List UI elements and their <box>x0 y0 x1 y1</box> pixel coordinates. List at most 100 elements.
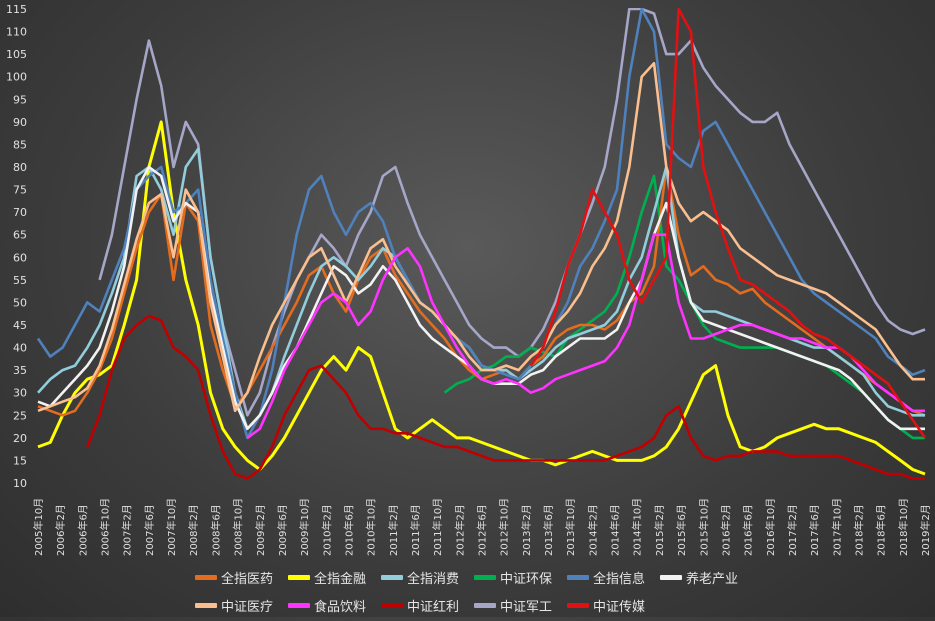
y-tick-label: 110 <box>6 26 27 39</box>
legend-label: 中证医疗 <box>221 599 274 615</box>
x-tick-label: 2018年2月 <box>852 504 865 556</box>
x-tick-label: 2013年6月 <box>542 504 555 556</box>
legend-item: 养老产业 <box>660 568 753 587</box>
x-tick-label: 2017年6月 <box>808 504 821 556</box>
y-tick-label: 90 <box>13 116 27 129</box>
y-tick-label: 20 <box>13 432 27 445</box>
legend-label: 全指信息 <box>593 571 646 587</box>
legend-label: 中证环保 <box>500 571 553 587</box>
x-tick-label: 2011年10月 <box>431 498 444 556</box>
legend-item: 中证环保 <box>474 568 567 587</box>
y-tick-label: 100 <box>6 71 27 84</box>
y-tick-label: 50 <box>13 296 27 309</box>
legend-item: 全指信息 <box>567 568 660 587</box>
x-tick-label: 2007年10月 <box>165 498 178 556</box>
legend-item: 中证传媒 <box>567 596 660 615</box>
x-tick-label: 2014年10月 <box>631 498 644 556</box>
x-tick-label: 2009年10月 <box>298 498 311 556</box>
x-tick-label: 2016年6月 <box>742 504 755 556</box>
legend-item: 全指金融 <box>288 568 381 587</box>
x-tick-label: 2012年10月 <box>498 498 511 556</box>
legend-swatch <box>288 574 310 580</box>
series-line-7 <box>246 233 925 439</box>
series-line-1 <box>37 120 926 476</box>
y-tick-label: 60 <box>13 251 27 264</box>
x-tick-label: 2019年2月 <box>919 504 932 556</box>
x-tick-label: 2018年6月 <box>875 504 888 556</box>
y-axis: 10 15 20 25 30 35 40 45 50 55 60 65 70 75 80 85 90 95 100 1… <box>6 3 27 490</box>
x-tick-label: 2006年10月 <box>99 498 112 556</box>
series-line-3 <box>443 174 925 440</box>
x-tick-label: 2015年10月 <box>697 498 710 556</box>
x-tick-label: 2018年10月 <box>897 498 910 556</box>
legend-swatch <box>474 602 496 608</box>
x-tick-label: 2014年2月 <box>586 504 599 556</box>
x-tick-label: 2016年10月 <box>764 498 777 556</box>
legend-item: 中证红利 <box>381 596 474 615</box>
legend-swatch <box>381 602 403 608</box>
legend-item: 食品饮料 <box>288 596 381 615</box>
x-tick-label: 2009年2月 <box>254 504 267 556</box>
legend-label: 中证军工 <box>500 599 553 615</box>
y-tick-label: 65 <box>13 229 27 242</box>
x-tick-label: 2011年6月 <box>409 504 422 556</box>
y-tick-label: 105 <box>6 48 27 61</box>
legend-label: 中证传媒 <box>593 599 646 615</box>
legend-swatch <box>195 574 217 580</box>
x-tick-label: 2005年10月 <box>32 498 45 556</box>
legend-swatch <box>567 602 589 608</box>
legend-label: 全指消费 <box>407 571 460 587</box>
y-tick-label: 80 <box>13 161 27 174</box>
legend-item: 中证军工 <box>474 596 567 615</box>
legend-label: 全指金融 <box>314 571 367 587</box>
legend-item: 全指消费 <box>381 568 474 587</box>
y-tick-label: 75 <box>13 184 27 197</box>
legend-row-1: 全指医药 全指金融 全指消费 中证环保 全指信息 养老产业 <box>195 563 755 591</box>
x-tick-label: 2015年6月 <box>675 504 688 556</box>
legend-swatch <box>381 574 403 580</box>
y-tick-label: 10 <box>13 477 27 490</box>
legend-label: 中证红利 <box>407 599 460 615</box>
y-tick-label: 35 <box>13 364 27 377</box>
legend-label: 食品饮料 <box>314 599 367 615</box>
series-line-8 <box>86 314 925 480</box>
legend: 全指医药 全指金融 全指消费 中证环保 全指信息 养老产业 中证医疗 食品饮料 中证红利 中证军… <box>195 563 755 619</box>
series-line-6 <box>37 61 925 413</box>
y-tick-label: 25 <box>13 409 27 422</box>
x-tick-label: 2012年6月 <box>476 504 489 556</box>
x-tick-label: 2015年2月 <box>653 504 666 556</box>
y-tick-label: 85 <box>13 138 27 151</box>
legend-label: 全指医药 <box>221 571 274 587</box>
x-tick-label: 2009年6月 <box>276 504 289 556</box>
series-line-10 <box>529 8 927 439</box>
y-tick-label: 70 <box>13 206 27 219</box>
y-tick-label: 40 <box>13 342 27 355</box>
x-tick-label: 2017年2月 <box>786 504 799 556</box>
y-tick-label: 115 <box>6 3 27 16</box>
series-layer <box>36 8 927 480</box>
legend-swatch <box>567 574 589 580</box>
y-tick-label: 55 <box>13 274 27 287</box>
y-tick-label: 30 <box>13 387 27 400</box>
x-tick-label: 2010年6月 <box>342 504 355 556</box>
x-tick-label: 2007年6月 <box>143 504 156 556</box>
x-tick-label: 2008年6月 <box>209 504 222 556</box>
legend-row-2: 中证医疗 食品饮料 中证红利 中证军工 中证传媒 <box>195 591 755 619</box>
x-tick-label: 2016年2月 <box>719 504 732 556</box>
legend-swatch <box>474 574 496 580</box>
y-tick-label: 45 <box>13 319 27 332</box>
legend-label: 养老产业 <box>686 571 739 587</box>
x-tick-label: 2006年6月 <box>76 504 89 556</box>
x-tick-label: 2006年2月 <box>54 504 67 556</box>
x-axis: 2005年10月 2006年2月 2006年6月 2006年10月 2007年2月 200… <box>32 498 932 556</box>
legend-swatch <box>660 574 682 580</box>
legend-swatch <box>195 602 217 608</box>
x-tick-label: 2017年10月 <box>830 498 843 556</box>
x-tick-label: 2007年2月 <box>121 504 134 556</box>
x-tick-label: 2013年2月 <box>520 504 533 556</box>
x-tick-label: 2013年10月 <box>564 498 577 556</box>
x-tick-label: 2008年2月 <box>187 504 200 556</box>
x-tick-label: 2008年10月 <box>232 498 245 556</box>
